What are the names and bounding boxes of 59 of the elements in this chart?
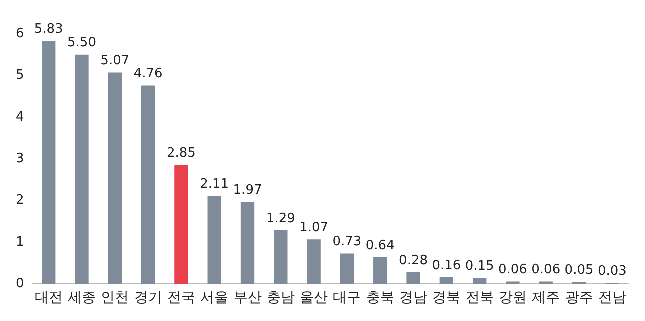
bar	[307, 240, 321, 284]
data-label: 0.05	[564, 262, 594, 278]
x-tick-label: 충북	[366, 290, 394, 306]
x-tick-label: 경기	[134, 290, 162, 306]
y-tick-label: 0	[16, 276, 24, 292]
data-label: 0.03	[598, 264, 627, 279]
bar	[75, 54, 89, 284]
bar	[506, 282, 520, 284]
x-tick-label: 광주	[565, 290, 594, 306]
data-label: 0.15	[465, 258, 494, 274]
data-label: 5.50	[68, 36, 96, 51]
data-label: 2.85	[166, 146, 196, 162]
x-tick-label: 전국	[167, 290, 196, 306]
bar	[174, 165, 188, 284]
x-tick-label: 경북	[432, 290, 461, 306]
x-tick-label: 경남	[400, 290, 428, 306]
y-tick-label: 5	[16, 68, 24, 84]
x-tick-label: 부산	[234, 290, 262, 306]
x-tick-label: 울산	[300, 290, 328, 306]
bar	[240, 202, 255, 284]
data-label: 1.07	[300, 220, 329, 236]
x-tick-label: 인천	[101, 290, 130, 306]
data-label: 0.73	[332, 234, 362, 250]
x-tick-label: 세종	[68, 290, 96, 306]
bar	[406, 272, 420, 284]
data-label: 1.97	[233, 182, 262, 198]
x-tick-label: 서울	[200, 290, 229, 306]
data-label: 5.07	[100, 54, 130, 69]
y-tick-label: 4	[16, 110, 24, 125]
y-tick-label: 1	[16, 234, 24, 250]
x-tick-label: 대구	[333, 290, 362, 306]
x-tick-label: 전남	[598, 290, 626, 306]
bar	[141, 86, 156, 284]
bar	[42, 41, 56, 284]
bar	[472, 278, 487, 284]
data-label: 0.28	[399, 253, 428, 268]
bar	[440, 278, 454, 284]
data-label: 5.83	[34, 22, 64, 37]
bar	[340, 254, 354, 284]
y-tick-label: 2	[16, 193, 24, 208]
x-tick-label: 전북	[466, 290, 494, 306]
x-tick-label: 강원	[498, 290, 527, 306]
data-label: 0.06	[498, 262, 528, 278]
data-label: 0.16	[432, 258, 462, 274]
y-tick-label: 6	[16, 26, 24, 42]
y-tick-label: 3	[16, 151, 24, 166]
x-tick-label: 충남	[266, 290, 295, 306]
data-label: 0.06	[532, 262, 561, 278]
bar	[208, 196, 222, 284]
bar	[274, 230, 288, 284]
data-label: 2.11	[200, 177, 230, 192]
x-tick-label: 대전	[34, 290, 63, 306]
data-label: 0.64	[366, 238, 395, 254]
bar	[374, 258, 388, 284]
data-label: 4.76	[134, 66, 163, 82]
x-tick-label: 제주	[532, 290, 560, 306]
bar	[539, 282, 553, 284]
data-label: 1.29	[266, 211, 296, 226]
bar	[108, 72, 122, 284]
